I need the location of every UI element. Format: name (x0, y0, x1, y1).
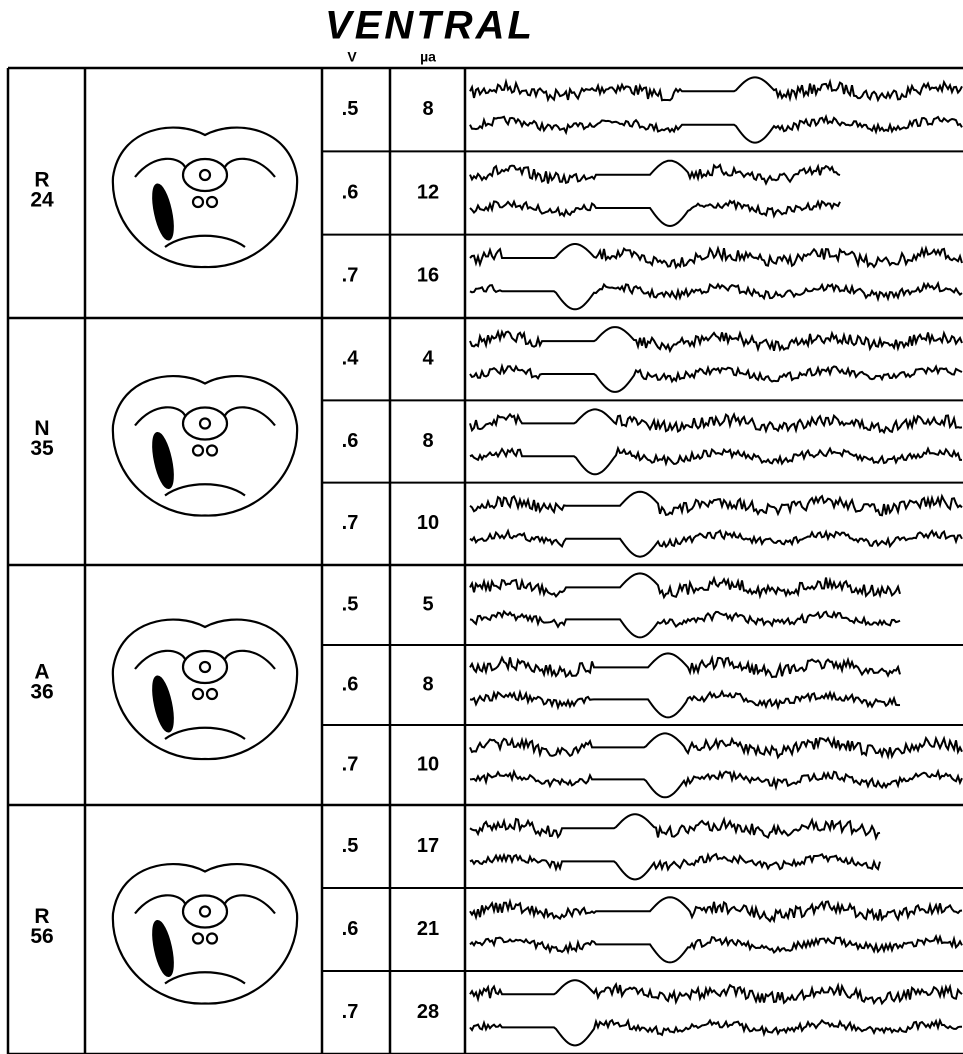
eeg-trace (470, 448, 962, 474)
voltage-cell: .7 (342, 753, 359, 775)
current-cell: 28 (417, 1001, 439, 1023)
eeg-trace (470, 366, 962, 392)
voltage-cell: .7 (342, 1001, 359, 1023)
voltage-cell: .6 (342, 918, 359, 940)
current-cell: 8 (422, 673, 433, 695)
figure-title: VENTRAL (325, 4, 535, 48)
eeg-trace (470, 980, 962, 1003)
eeg-trace (470, 492, 962, 516)
current-cell: 8 (422, 430, 433, 452)
brain-section (113, 376, 297, 516)
nucleus (207, 934, 217, 944)
group-number: 35 (30, 437, 54, 460)
group-number: 24 (30, 189, 54, 212)
nucleus (207, 689, 217, 699)
nucleus (207, 446, 217, 456)
eeg-trace (470, 612, 900, 638)
lesion (149, 431, 176, 489)
eeg-trace (470, 244, 962, 267)
nucleus (193, 197, 203, 207)
brain-section (113, 620, 297, 760)
current-cell: 10 (417, 512, 439, 534)
current-cell: 17 (417, 835, 439, 857)
brain-inner (135, 651, 275, 669)
brain-section (113, 128, 297, 268)
voltage-cell: .5 (342, 593, 359, 615)
brain-outline (113, 128, 297, 268)
nucleus (193, 934, 203, 944)
figure: VENTRAL V µa R24.58.612.716N35.44.68.710… (0, 0, 963, 1054)
brain-inner (135, 407, 275, 425)
eeg-trace (470, 531, 962, 557)
ventral-base (165, 236, 245, 247)
nucleus (193, 446, 203, 456)
group-number: 56 (30, 925, 53, 948)
voltage-cell: .7 (342, 265, 359, 287)
brain-inner (135, 895, 275, 913)
voltage-cell: .6 (342, 181, 359, 203)
eeg-trace (470, 573, 900, 597)
current-cell: 21 (417, 918, 439, 940)
aqueduct (200, 907, 210, 917)
current-cell: 8 (422, 98, 433, 120)
ventral-base (165, 728, 245, 739)
voltage-cell: .6 (342, 673, 359, 695)
eeg-trace (470, 409, 962, 432)
eeg-trace (470, 692, 900, 718)
eeg-trace (470, 1020, 962, 1045)
eeg-trace (470, 327, 962, 351)
voltage-cell: .4 (342, 347, 360, 369)
ventral-base (165, 972, 245, 983)
eeg-trace (470, 814, 880, 838)
eeg-trace (470, 733, 962, 757)
voltage-cell: .6 (342, 430, 359, 452)
nucleus (193, 689, 203, 699)
brain-outline (113, 376, 297, 516)
ventral-base (165, 484, 245, 495)
brain-outline (113, 620, 297, 760)
aqueduct (200, 419, 210, 429)
eeg-trace (470, 284, 962, 310)
current-cell: 12 (417, 181, 439, 203)
current-cell: 16 (417, 265, 439, 287)
voltage-header: V (347, 49, 357, 65)
brain-outline (113, 864, 297, 1004)
aqueduct (200, 170, 210, 180)
aqueduct-ring (183, 896, 227, 928)
eeg-trace (470, 161, 840, 184)
aqueduct (200, 662, 210, 672)
brain-inner (135, 159, 275, 177)
voltage-cell: .7 (342, 512, 359, 534)
voltage-cell: .5 (342, 835, 359, 857)
lesion (149, 919, 176, 977)
current-header: µa (420, 49, 436, 65)
eeg-trace (470, 117, 962, 143)
eeg-trace (470, 772, 962, 798)
aqueduct-ring (183, 651, 227, 683)
eeg-trace (470, 937, 962, 963)
eeg-trace (470, 897, 962, 921)
group-number: 36 (30, 681, 53, 704)
current-cell: 10 (417, 753, 439, 775)
current-cell: 5 (422, 593, 433, 615)
brain-section (113, 864, 297, 1004)
nucleus (207, 197, 217, 207)
aqueduct-ring (183, 159, 227, 191)
eeg-trace (470, 653, 900, 677)
eeg-trace (470, 201, 840, 226)
voltage-cell: .5 (342, 98, 359, 120)
lesion (149, 183, 176, 241)
aqueduct-ring (183, 408, 227, 440)
eeg-trace (470, 77, 962, 100)
current-cell: 4 (422, 347, 434, 369)
eeg-trace (470, 854, 880, 879)
lesion (149, 675, 176, 733)
